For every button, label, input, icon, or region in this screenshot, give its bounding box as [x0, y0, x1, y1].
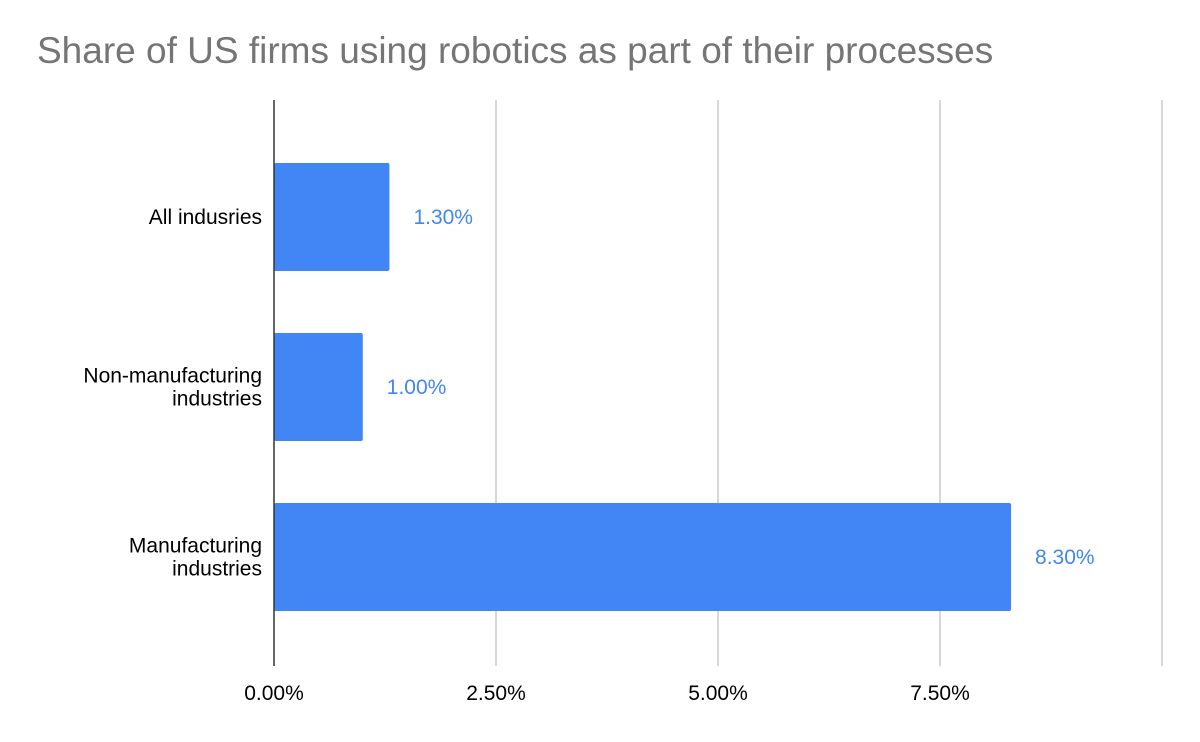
- category-label-2-1: industries: [172, 558, 262, 581]
- x-tick-label-3: 7.50%: [910, 682, 970, 705]
- x-tick-label-0: 0.00%: [244, 682, 304, 705]
- data-label-0: 1.30%: [413, 206, 473, 229]
- category-label-0-0: All indusries: [149, 206, 262, 229]
- x-tick-label-2: 5.00%: [688, 682, 748, 705]
- data-label-2: 8.30%: [1035, 546, 1095, 569]
- category-label-1-0: Non-manufacturing: [83, 365, 262, 388]
- category-label-1-1: industries: [172, 388, 262, 411]
- bar-1: [274, 333, 363, 441]
- category-label-2-0: Manufacturing: [129, 535, 262, 558]
- bar-2: [274, 503, 1012, 611]
- bar-0: [274, 163, 390, 271]
- data-label-1: 1.00%: [387, 376, 447, 399]
- chart-title: Share of US firms using robotics as part…: [37, 30, 994, 71]
- x-tick-label-1: 2.50%: [466, 682, 526, 705]
